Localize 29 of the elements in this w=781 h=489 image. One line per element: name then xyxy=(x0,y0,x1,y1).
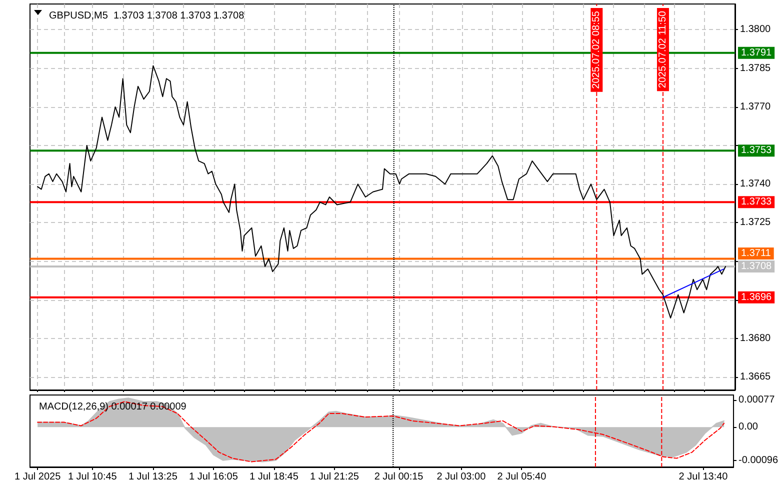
y-tick-label: 1.3785 xyxy=(740,62,772,74)
x-tick-label: 1 Jul 2025 xyxy=(14,472,62,482)
y-tick-label: 0.00077 xyxy=(738,394,776,406)
text: GBPUSD,M5 1.3703 1.3708 1.3703 1.3708 xyxy=(49,10,245,22)
ref-line-label: 2025.07.02 08:55 xyxy=(591,10,602,89)
ref-line-label: 2025.07.02 11:50 xyxy=(657,10,668,88)
ref-line-label: 1.3733 xyxy=(741,196,772,208)
ref-line-label: 1.3753 xyxy=(741,145,772,156)
y-tick-label: 1.3725 xyxy=(740,217,772,228)
y-tick-label: 1.3800 xyxy=(740,24,772,36)
ref-line-label: 1.3708 xyxy=(741,260,772,272)
y-tick-label: 0.00 xyxy=(738,422,758,433)
y-tick-label: 1.3665 xyxy=(740,372,772,383)
x-tick-label: 2 Jul 13:40 xyxy=(678,472,728,482)
x-tick-label: 1 Jul 10:45 xyxy=(68,472,118,482)
ref-line-label: 1.3711 xyxy=(741,248,772,259)
x-tick-label: 1 Jul 16:05 xyxy=(188,472,238,482)
y-tick-label: 1.3680 xyxy=(740,333,772,344)
ref-line-label: 1.3696 xyxy=(741,292,772,303)
x-tick-label: 2 Jul 00:15 xyxy=(374,472,424,482)
x-tick-label: 1 Jul 18:45 xyxy=(249,472,299,482)
y-tick-label: -0.00096 xyxy=(738,455,778,466)
x-tick-label: 1 Jul 21:25 xyxy=(310,472,360,482)
x-tick-label: 2 Jul 03:00 xyxy=(436,472,486,482)
y-tick-label: 1.3740 xyxy=(740,178,772,190)
ref-line-label: 1.3791 xyxy=(741,47,772,58)
y-tick-label: 1.3770 xyxy=(740,101,772,112)
x-tick-label: 2 Jul 05:40 xyxy=(497,472,547,482)
x-tick-label: 1 Jul 13:25 xyxy=(128,472,178,482)
